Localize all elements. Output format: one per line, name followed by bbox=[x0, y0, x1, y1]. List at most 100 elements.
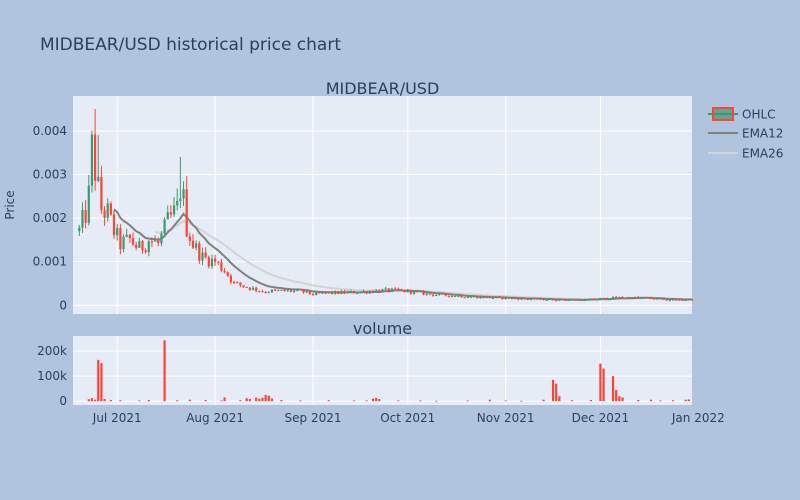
candle-body bbox=[299, 289, 302, 291]
volume-bar bbox=[378, 398, 381, 402]
candle-body bbox=[643, 297, 646, 299]
candle-body bbox=[160, 233, 163, 244]
candle-body bbox=[277, 290, 280, 292]
candle-body bbox=[343, 291, 346, 294]
candle-body bbox=[634, 296, 637, 299]
volume-bar bbox=[109, 399, 112, 402]
candle-body bbox=[558, 299, 561, 301]
candle-body bbox=[384, 288, 387, 290]
candle-body bbox=[504, 297, 507, 300]
candle-body bbox=[280, 289, 283, 291]
legend-item-ohlc[interactable]: OHLC bbox=[708, 107, 776, 122]
candle-body bbox=[659, 298, 662, 300]
candle-body bbox=[618, 296, 621, 298]
candle-body bbox=[567, 299, 570, 301]
candle-body bbox=[548, 299, 551, 301]
candle-body bbox=[150, 241, 154, 243]
candle-body bbox=[577, 299, 580, 301]
candle-body bbox=[87, 185, 90, 223]
volume-bar bbox=[255, 397, 258, 402]
candle-body bbox=[498, 297, 501, 299]
candle-body bbox=[97, 176, 100, 181]
candle-body bbox=[381, 289, 384, 293]
y-tick-label: 0 bbox=[59, 298, 67, 312]
candle-body bbox=[251, 287, 255, 290]
legend-item-ema26[interactable]: EMA26 bbox=[708, 147, 783, 161]
candle-body bbox=[454, 295, 457, 297]
candle-body bbox=[403, 290, 406, 293]
legend-label-ema26: EMA26 bbox=[742, 147, 783, 161]
volume-bar bbox=[327, 400, 330, 402]
candle-body bbox=[119, 228, 122, 250]
y-tick-label: 0.003 bbox=[33, 167, 67, 181]
candle-body bbox=[536, 298, 539, 300]
volume-bar bbox=[520, 400, 523, 402]
volume-bar bbox=[87, 399, 90, 402]
candle-body bbox=[207, 257, 210, 267]
candle-body bbox=[637, 296, 640, 298]
candle-body bbox=[154, 240, 157, 242]
candle-body bbox=[255, 287, 258, 291]
legend-item-ema12[interactable]: EMA12 bbox=[708, 127, 783, 141]
candle-body bbox=[599, 298, 602, 300]
volume-bar bbox=[188, 399, 191, 402]
volume-y-tick-label: 100k bbox=[37, 369, 67, 383]
volume-bar bbox=[239, 400, 242, 402]
candle-body bbox=[346, 291, 349, 294]
volume-bar bbox=[264, 394, 267, 402]
candle-body bbox=[315, 292, 318, 296]
candle-body bbox=[684, 300, 687, 302]
volume-bar bbox=[220, 400, 223, 402]
candle-body bbox=[485, 296, 488, 299]
volume-bar bbox=[687, 399, 690, 402]
candle-body bbox=[450, 295, 454, 297]
volume-bar bbox=[466, 400, 469, 402]
candle-body bbox=[311, 294, 315, 296]
candle-body bbox=[517, 298, 520, 300]
volume-bar bbox=[261, 397, 264, 402]
candle-body bbox=[176, 200, 179, 206]
candle-body bbox=[615, 296, 618, 298]
candle-body bbox=[289, 290, 293, 292]
candle-body bbox=[201, 252, 204, 261]
candle-body bbox=[561, 299, 564, 301]
candle-body bbox=[267, 292, 270, 294]
candle-body bbox=[84, 210, 87, 223]
volume-subplot-title: volume bbox=[353, 319, 412, 338]
candle-body bbox=[564, 299, 567, 301]
candle-body bbox=[324, 292, 327, 294]
volume-bar bbox=[558, 396, 561, 402]
y-tick-label: 0.002 bbox=[33, 211, 67, 225]
candle-body bbox=[665, 298, 668, 301]
candle-body bbox=[286, 290, 289, 292]
x-tick-label: Jan 2022 bbox=[671, 411, 725, 425]
candle-body bbox=[656, 298, 659, 300]
volume-bar bbox=[555, 383, 558, 402]
legend[interactable]: OHLC EMA12 EMA26 bbox=[708, 107, 783, 161]
candle-body bbox=[270, 289, 274, 293]
candle-body bbox=[574, 299, 577, 301]
candle-body bbox=[191, 240, 195, 248]
candle-body bbox=[586, 299, 589, 301]
candle-body bbox=[157, 240, 160, 244]
volume-bar bbox=[504, 400, 507, 402]
candle-body bbox=[479, 296, 482, 299]
candle-body bbox=[188, 236, 191, 241]
candle-body bbox=[330, 292, 334, 294]
volume-bar bbox=[270, 398, 274, 402]
candle-body bbox=[204, 252, 207, 258]
candle-body bbox=[359, 291, 362, 294]
candle-body bbox=[78, 227, 81, 232]
legend-swatch-ohlc bbox=[712, 107, 734, 121]
candle-body bbox=[652, 298, 656, 300]
candle-body bbox=[229, 275, 233, 283]
candle-body bbox=[589, 298, 593, 300]
candle-body bbox=[239, 282, 242, 286]
candle-body bbox=[476, 296, 479, 299]
legend-label-ema12: EMA12 bbox=[742, 127, 783, 141]
candle-body bbox=[520, 298, 523, 300]
x-tick-label: Sep 2021 bbox=[285, 411, 342, 425]
candle-body bbox=[551, 299, 555, 301]
volume-bar bbox=[299, 400, 302, 402]
candle-body bbox=[362, 291, 365, 293]
